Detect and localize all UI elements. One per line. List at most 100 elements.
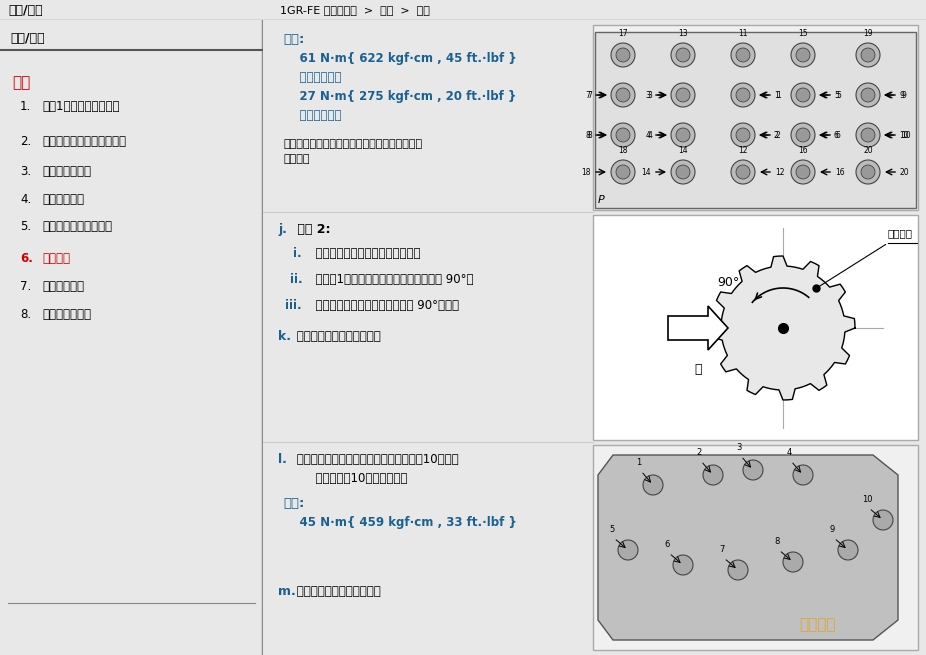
Circle shape [736, 88, 750, 102]
Text: 10: 10 [899, 130, 908, 140]
Circle shape [736, 128, 750, 142]
Text: m.: m. [278, 585, 295, 598]
Text: 45 N·m{ 459 kgf·cm , 33 ft.·lbf }: 45 N·m{ 459 kgf·cm , 33 ft.·lbf } [283, 516, 517, 529]
Text: 18: 18 [619, 146, 628, 155]
Text: 15: 15 [798, 29, 807, 38]
Text: 2: 2 [696, 448, 702, 457]
Circle shape [796, 165, 810, 179]
Circle shape [783, 552, 803, 572]
Text: 3: 3 [647, 90, 652, 100]
Circle shape [611, 83, 635, 107]
Circle shape [791, 123, 815, 147]
Text: 3: 3 [736, 443, 742, 452]
Text: 6: 6 [836, 130, 841, 140]
Text: 安装曲轴止推垫圈组件: 安装曲轴止推垫圈组件 [42, 220, 112, 233]
Circle shape [861, 165, 875, 179]
Circle shape [676, 48, 690, 62]
Text: 20: 20 [863, 146, 873, 155]
Text: 9: 9 [901, 90, 906, 100]
Polygon shape [598, 455, 898, 640]
Text: 8: 8 [587, 130, 592, 140]
Text: 61 N·m{ 622 kgf·cm , 45 ft.·lbf }: 61 N·m{ 622 kgf·cm , 45 ft.·lbf } [283, 52, 517, 65]
Circle shape [856, 160, 880, 184]
Text: 5.: 5. [20, 220, 31, 233]
Text: 17: 17 [619, 29, 628, 38]
Circle shape [611, 123, 635, 147]
Bar [593, 215, 918, 440]
Circle shape [793, 465, 813, 485]
Text: 9: 9 [899, 90, 904, 100]
Circle shape [856, 43, 880, 67]
Text: 8: 8 [774, 537, 780, 546]
Text: 1GR-FE 发动机机械  >  曲轴  >  重装: 1GR-FE 发动机机械 > 曲轴 > 重装 [280, 5, 430, 15]
Text: 用于外侧位置: 用于外侧位置 [283, 109, 342, 122]
Text: 19: 19 [863, 29, 873, 38]
Text: 10: 10 [901, 130, 910, 140]
Circle shape [671, 43, 695, 67]
Bar [593, 25, 918, 210]
Text: 重装: 重装 [12, 75, 31, 90]
Text: 检查并确认曲轴转动平稳。: 检查并确认曲轴转动平稳。 [293, 585, 381, 598]
Circle shape [611, 43, 635, 67]
Circle shape [616, 165, 630, 179]
Text: j.: j. [278, 223, 287, 236]
Text: 4: 4 [645, 130, 650, 140]
Circle shape [676, 165, 690, 179]
Circle shape [618, 540, 638, 560]
Circle shape [861, 128, 875, 142]
Text: 扭矩:: 扭矩: [283, 33, 305, 46]
Text: 5: 5 [836, 90, 841, 100]
Circle shape [856, 123, 880, 147]
Text: P: P [598, 195, 605, 205]
Text: 涂漆标记: 涂漆标记 [888, 228, 913, 238]
Text: 27 N·m{ 275 kgf·cm , 20 ft.·lbf }: 27 N·m{ 275 kgf·cm , 20 ft.·lbf } [283, 90, 517, 103]
Text: 4: 4 [786, 448, 792, 457]
Circle shape [616, 128, 630, 142]
Text: 用于内侧位置: 用于内侧位置 [283, 71, 342, 84]
Circle shape [731, 123, 755, 147]
Text: 安装活塞环组件: 安装活塞环组件 [42, 165, 91, 178]
Text: 20: 20 [900, 168, 909, 176]
Text: 安装连杆轴承: 安装连杆轴承 [42, 280, 84, 293]
Text: ii.: ii. [290, 273, 303, 286]
Circle shape [796, 88, 810, 102]
Text: iii.: iii. [285, 299, 302, 312]
Text: 5: 5 [609, 525, 615, 534]
Circle shape [838, 540, 858, 560]
Text: 1: 1 [776, 90, 781, 100]
Circle shape [676, 88, 690, 102]
Text: 1.: 1. [20, 100, 31, 113]
Text: 14: 14 [678, 146, 688, 155]
Polygon shape [668, 306, 728, 350]
Text: 1: 1 [636, 458, 642, 467]
Circle shape [796, 48, 810, 62]
Circle shape [731, 43, 755, 67]
Text: 5: 5 [834, 90, 839, 100]
Text: 7: 7 [587, 90, 592, 100]
Text: 6: 6 [834, 130, 839, 140]
Circle shape [728, 560, 748, 580]
Text: 1: 1 [774, 90, 779, 100]
Polygon shape [711, 256, 855, 400]
Text: 3: 3 [645, 90, 650, 100]
Circle shape [861, 88, 875, 102]
Circle shape [703, 465, 723, 485]
Text: 步骤 2:: 步骤 2: [293, 223, 331, 236]
Text: 7.: 7. [20, 280, 31, 293]
Text: 前: 前 [694, 363, 702, 376]
Circle shape [731, 83, 755, 107]
Text: 18: 18 [582, 168, 591, 176]
Circle shape [671, 83, 695, 107]
Text: 安装/拆卸: 安装/拆卸 [10, 31, 44, 45]
Circle shape [791, 160, 815, 184]
Circle shape [861, 48, 875, 62]
Text: 4: 4 [647, 130, 652, 140]
Text: 13: 13 [678, 29, 688, 38]
Text: 8: 8 [585, 130, 590, 140]
Circle shape [643, 475, 663, 495]
Text: 8.: 8. [20, 308, 31, 321]
Circle shape [743, 460, 763, 480]
Text: 12: 12 [738, 146, 748, 155]
Text: 2: 2 [776, 130, 781, 140]
Circle shape [671, 160, 695, 184]
